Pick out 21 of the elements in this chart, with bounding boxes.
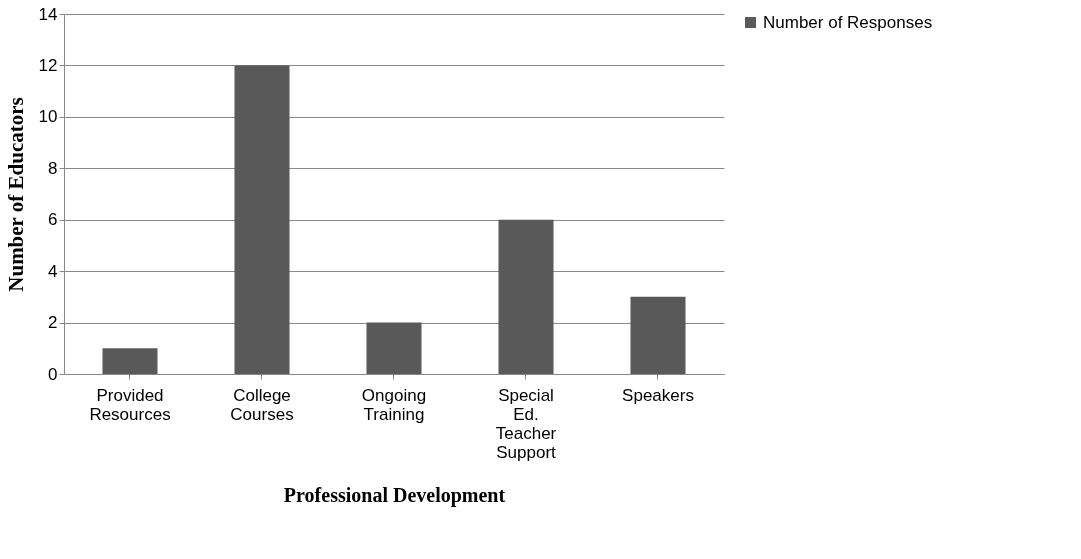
- x-tick-label: College Courses: [230, 385, 294, 424]
- bar: [498, 219, 554, 374]
- x-tick-label: Provided Resources: [89, 385, 171, 424]
- x-axis-title: Professional Development: [283, 483, 506, 507]
- y-tick-label: 6: [48, 210, 58, 230]
- y-tick-label: 8: [48, 158, 58, 178]
- y-tick-label: 14: [38, 4, 58, 24]
- x-tick-label: Ongoing Training: [361, 385, 427, 424]
- bar: [234, 65, 290, 374]
- bar: [366, 322, 422, 374]
- y-tick-label: 12: [38, 55, 58, 75]
- bar: [630, 296, 686, 374]
- y-tick-label: 10: [38, 107, 58, 127]
- y-tick-label: 0: [48, 364, 58, 384]
- bar: [102, 348, 158, 374]
- legend-label: Number of Responses: [763, 12, 933, 32]
- x-tick-label: Speakers: [622, 385, 694, 405]
- x-tick-label: Special Ed. Teacher Support: [495, 385, 557, 462]
- y-tick-label: 4: [48, 261, 58, 281]
- y-tick-label: 2: [48, 313, 58, 333]
- y-axis-title: Number of Educators: [3, 97, 28, 292]
